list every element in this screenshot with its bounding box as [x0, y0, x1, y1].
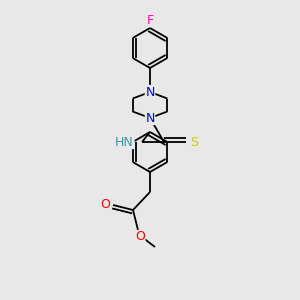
Text: F: F	[146, 14, 154, 26]
Text: HN: HN	[115, 136, 134, 148]
Text: N: N	[145, 112, 155, 124]
Text: O: O	[100, 197, 110, 211]
Text: O: O	[135, 230, 145, 244]
Text: S: S	[190, 136, 198, 148]
Text: N: N	[145, 85, 155, 98]
